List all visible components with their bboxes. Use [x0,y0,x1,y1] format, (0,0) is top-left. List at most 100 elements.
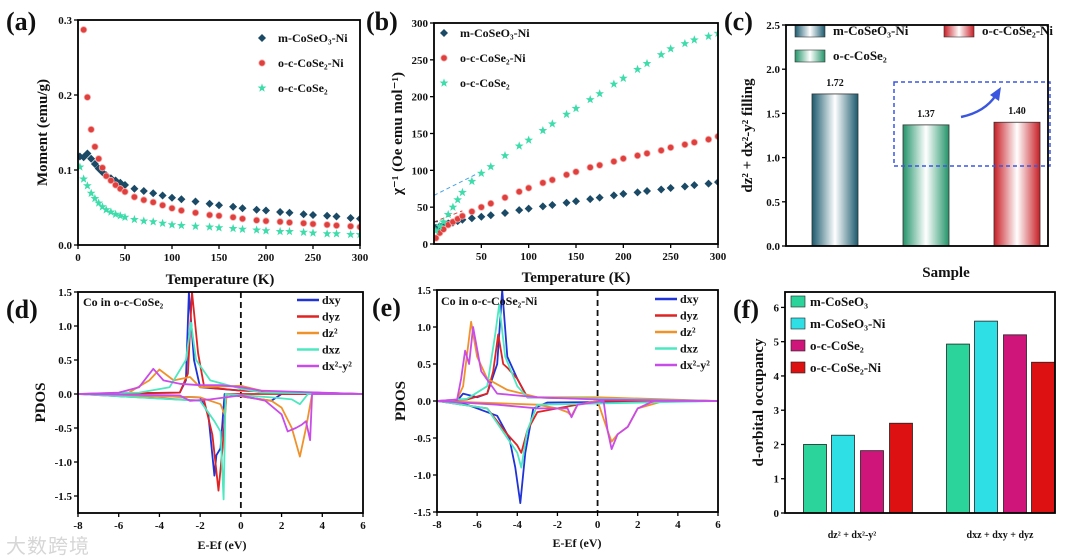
data-point [538,202,547,211]
data-point [477,203,485,211]
data-point [548,119,557,128]
data-point [633,188,642,197]
x-tick-label: 200 [258,252,275,264]
plot-frame [77,291,364,514]
data-point [704,31,713,40]
legend-marker [257,83,267,92]
legend-marker [258,59,266,67]
data-point [704,179,713,188]
bar [811,93,859,247]
data-point [299,219,308,227]
data-point [487,199,495,208]
data-point [102,172,110,180]
data-point [168,204,176,212]
plot-frame [433,22,719,245]
highlight-box [893,81,1051,167]
data-point [346,222,355,230]
legend-label: o-c-CoSe₂ [278,81,328,95]
legend-label: dxz [680,342,699,356]
legend-label: o-c-CoSe₂ [833,48,887,63]
y-tick-label: -0.5 [414,433,432,445]
data-point [524,204,533,213]
plot-area [437,290,718,512]
plot-area [78,292,363,513]
bar [831,434,855,514]
data-point [91,143,99,151]
data-point [656,50,666,59]
panel-e: (e) -1.5 -1.0 -0.5 0.0 0.5 1.0 1.5 -8 -6 -4 -2 0 2 4 6 P… [372,285,721,550]
x-axis-title: Sample [922,265,970,281]
data-point [83,181,92,190]
data-point [468,207,476,216]
data-point [191,209,200,217]
data-point [515,188,523,196]
plot-area [434,28,718,242]
y-axis-title: PDOS [393,381,409,421]
y-tick-label: 0 [774,508,780,520]
y-tick-label: -1.0 [55,457,73,469]
data-point [90,160,99,168]
legend-label: dxz [322,343,341,357]
data-point [115,211,125,220]
x-tick-label: 2 [279,520,285,532]
data-point [572,197,580,206]
data-point [107,176,115,185]
x-tick-label: -2 [196,520,206,532]
y-tick-label: 100 [412,165,429,177]
bar [946,343,970,514]
y-tick-label: 0.2 [58,90,72,102]
legend-label: o-c-CoSe₂-Ni [278,56,344,70]
x-tick-label: 0 [75,252,81,264]
legend-marker [440,54,448,62]
plot-frame [784,291,1056,514]
y-tick-label: 0.0 [766,241,780,253]
data-point [168,193,176,202]
y-tick-label: 2.0 [766,64,780,76]
legend-label: m-CoSeO₃-Ni [278,31,348,45]
legend-label: o-c-CoSe₂-Ni [982,23,1053,38]
y-tick-label: 150 [412,129,429,141]
data-point [443,209,453,219]
x-tick-label: 4 [320,520,326,532]
data-point [680,39,690,48]
legend-swatch [790,339,806,352]
legend-label: m-CoSeO₃-Ni [833,23,909,38]
data-point [177,195,186,204]
data-point [139,187,148,195]
data-point [205,222,214,231]
bar-value-label: 1.40 [1008,106,1026,117]
pdos-up-line [437,333,718,402]
panel-a: (a) 0.0 0.1 0.2 0.3 0 50 100 150 200 250 300 Moment … [6,7,369,288]
plot-frame [77,19,361,246]
data-point [87,154,96,163]
data-point [101,205,111,214]
panel-label: (a) [6,7,36,36]
data-point [435,221,445,230]
data-point [586,195,595,204]
x-tick-label: 2 [635,519,641,531]
panel-annotation: Co in o-c-CoSe₂ [83,295,164,309]
data-point [78,162,85,171]
panel-label: (c) [724,7,753,36]
data-point [149,198,157,206]
y-tick-label: 1.0 [766,153,780,165]
data-point [439,225,448,233]
y-tick-label: 1.0 [58,321,72,333]
bar [860,450,884,514]
y-tick-label: 0.0 [58,389,72,401]
x-tick-label: -2 [553,519,563,531]
data-point [586,163,594,171]
data-point [98,164,107,172]
data-point [90,193,100,203]
x-axis-title: E-Ef (eV) [198,538,247,552]
data-point [332,221,341,230]
y-tick-label: 250 [412,55,429,67]
data-point [205,199,214,208]
data-point [477,212,486,221]
data-point [548,176,556,184]
data-point [690,35,699,44]
plot-frame [785,24,1049,247]
data-point [514,141,524,150]
data-point [667,143,675,152]
